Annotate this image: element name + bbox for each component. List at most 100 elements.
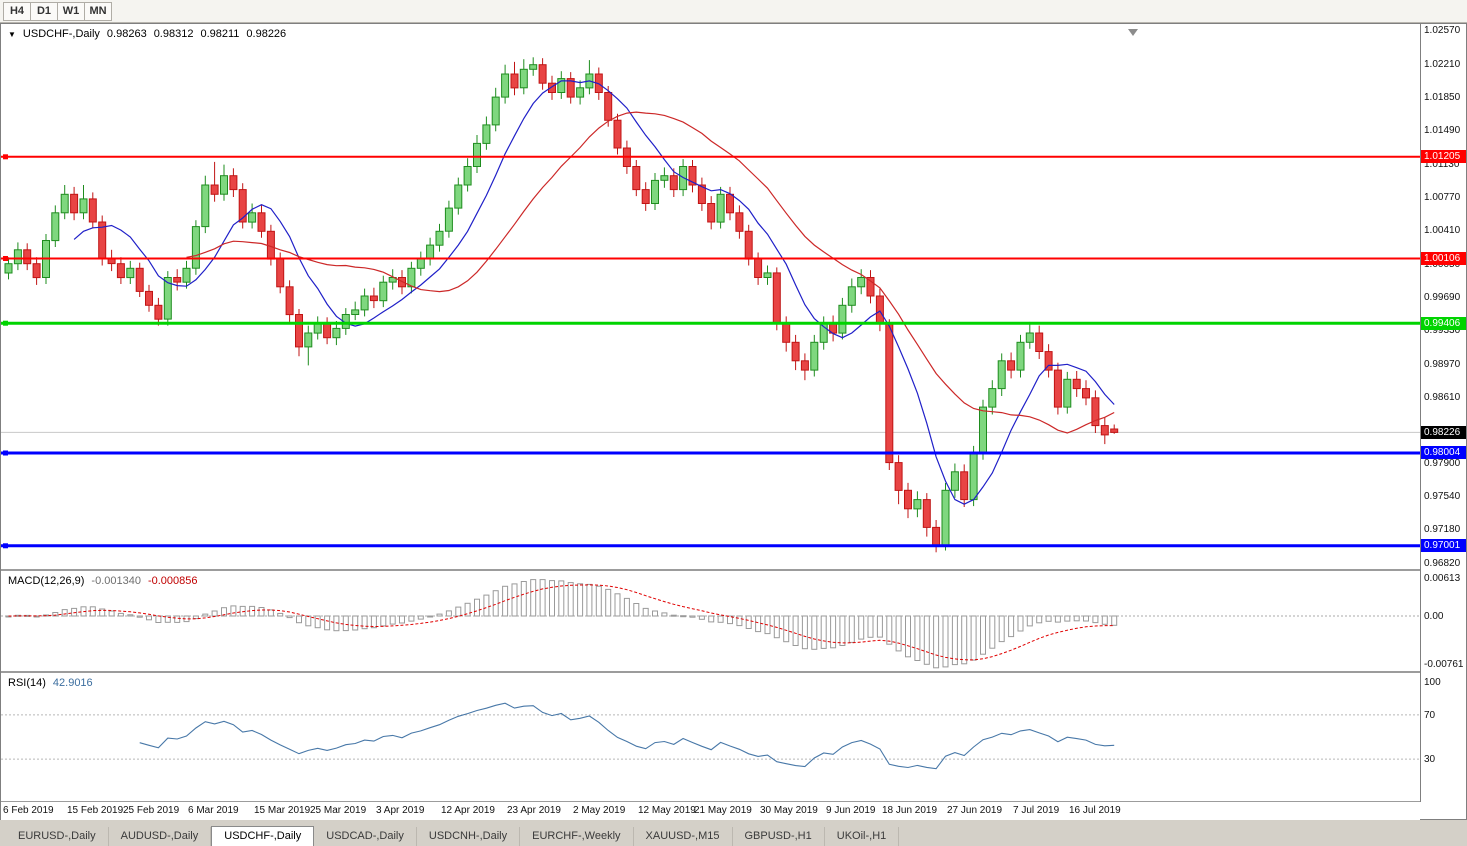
price-level-badge: 0.97001 — [1421, 539, 1466, 552]
price-axis-label: 1.00770 — [1424, 192, 1461, 203]
price-axis-label: 0.97180 — [1424, 524, 1461, 535]
ma-fast-line — [73, 80, 1115, 505]
chart-tabs-bar: EURUSD-,Daily AUDUSD-,Daily USDCHF-,Daily U… — [0, 826, 1467, 846]
date-axis[interactable]: 6 Feb 2019 15 Feb 2019 25 Feb 2019 6 Mar 20… — [1, 802, 1420, 820]
tab-usdcad-daily[interactable]: USDCAD-,Daily — [314, 827, 417, 846]
date-label: 25 Mar 2019 — [310, 805, 367, 816]
price-level-badge: 1.01205 — [1421, 150, 1466, 163]
price-axis[interactable]: 1.02570 1.02210 1.01850 1.01490 1.01130 1.007… — [1421, 24, 1466, 802]
chart-dropdown-icon[interactable]: ▼ — [8, 29, 16, 39]
rsi-axis-label: 30 — [1424, 754, 1436, 765]
macd-chart[interactable] — [1, 571, 1420, 671]
timeframe-d1-button[interactable]: D1 — [30, 1, 58, 21]
current-price-badge: 0.98226 — [1421, 426, 1466, 439]
rsi-levels — [1, 714, 1420, 760]
tab-audusd-daily[interactable]: AUDUSD-,Daily — [109, 827, 212, 846]
macd-main-value: -0.001340 — [91, 575, 141, 587]
rsi-indicator-name: RSI(14) — [8, 677, 46, 689]
price-level-badge: 0.99406 — [1421, 317, 1466, 330]
date-label: 2 May 2019 — [573, 805, 626, 816]
horizontal-level-line[interactable] — [1, 154, 1420, 160]
date-label: 21 May 2019 — [694, 805, 752, 816]
date-label: 3 Apr 2019 — [376, 805, 425, 816]
horizontal-level-line[interactable] — [1, 256, 1420, 261]
date-label: 27 Jun 2019 — [947, 805, 1003, 816]
macd-signal-line — [8, 584, 1115, 661]
rsi-axis-label: 100 — [1424, 677, 1441, 688]
date-label: 12 May 2019 — [638, 805, 696, 816]
rsi-value: 42.9016 — [52, 677, 93, 689]
price-axis-label: 1.00410 — [1424, 225, 1461, 236]
panel-separator[interactable] — [1, 569, 1466, 571]
rsi-chart[interactable] — [1, 673, 1420, 801]
tab-eurusd-daily[interactable]: EURUSD-,Daily — [6, 827, 109, 846]
panel-separator[interactable] — [1, 801, 1466, 802]
rsi-label: RSI(14) 42.9016 — [8, 677, 93, 689]
date-label: 15 Mar 2019 — [254, 805, 311, 816]
main-chart-area[interactable] — [1, 24, 1420, 569]
date-label: 12 Apr 2019 — [441, 805, 495, 816]
price-axis-label: 1.01850 — [1424, 92, 1461, 103]
price-axis-label: 0.98970 — [1424, 359, 1461, 370]
price-axis-label: 1.01490 — [1424, 125, 1461, 136]
macd-label: MACD(12,26,9) -0.001340 -0.000856 — [8, 575, 198, 587]
chart-shift-marker[interactable] — [1128, 29, 1138, 36]
tab-usdchf-daily[interactable]: USDCHF-,Daily — [211, 826, 315, 846]
chart-window[interactable]: ▼ USDCHF-,Daily 0.98263 0.98312 0.98211 … — [0, 23, 1467, 820]
axis-border — [1420, 24, 1421, 802]
price-axis-label: 1.02570 — [1424, 25, 1461, 36]
macd-signal-value: -0.000856 — [147, 575, 198, 587]
symbol-period-label: USDCHF-,Daily — [22, 28, 100, 40]
price-axis-label: 0.96820 — [1424, 558, 1461, 569]
macd-axis-label: -0.00761 — [1424, 659, 1464, 670]
macd-histogram — [5, 579, 1118, 669]
price-axis-label: 0.97900 — [1424, 458, 1461, 469]
ma-slow-line — [186, 111, 1115, 434]
date-label: 9 Jun 2019 — [826, 805, 876, 816]
date-label: 16 Jul 2019 — [1069, 805, 1121, 816]
macd-indicator-name: MACD(12,26,9) — [8, 575, 85, 587]
price-axis-label: 0.98610 — [1424, 392, 1461, 403]
chart-title: ▼ USDCHF-,Daily 0.98263 0.98312 0.98211 … — [8, 28, 286, 40]
date-label: 18 Jun 2019 — [882, 805, 938, 816]
price-axis-label: 1.02210 — [1424, 59, 1461, 70]
candlestick-chart[interactable] — [1, 24, 1420, 569]
close-value: 0.98226 — [246, 28, 287, 40]
tab-gbpusd-h1[interactable]: GBPUSD-,H1 — [733, 827, 825, 846]
date-label: 30 May 2019 — [760, 805, 818, 816]
horizontal-level-line[interactable] — [1, 450, 1420, 456]
macd-panel[interactable] — [1, 571, 1420, 671]
rsi-axis-label: 70 — [1424, 710, 1436, 721]
date-label: 23 Apr 2019 — [507, 805, 561, 816]
date-label: 6 Feb 2019 — [3, 805, 54, 816]
price-level-badge: 0.98004 — [1421, 446, 1466, 459]
high-value: 0.98312 — [153, 28, 194, 40]
rsi-panel[interactable] — [1, 673, 1420, 801]
price-axis-label: 0.97540 — [1424, 491, 1461, 502]
low-value: 0.98211 — [200, 28, 240, 40]
panel-separator[interactable] — [1, 671, 1466, 673]
date-label: 6 Mar 2019 — [188, 805, 239, 816]
open-value: 0.98263 — [106, 28, 147, 40]
price-axis-label: 1.01130 — [1424, 159, 1460, 170]
timeframe-toolbar: H4 D1 W1 MN — [0, 0, 1467, 23]
date-label: 7 Jul 2019 — [1013, 805, 1060, 816]
date-label: 25 Feb 2019 — [123, 805, 180, 816]
horizontal-level-line[interactable] — [1, 543, 1420, 549]
tab-eurchf-weekly[interactable]: EURCHF-,Weekly — [520, 827, 634, 846]
tab-usdcnh-daily[interactable]: USDCNH-,Daily — [417, 827, 521, 846]
price-axis-label: 0.99690 — [1424, 292, 1461, 303]
timeframe-h4-button[interactable]: H4 — [3, 1, 31, 21]
macd-axis-label: 0.00613 — [1424, 573, 1461, 584]
candlestick-series — [4, 57, 1119, 553]
rsi-line — [139, 702, 1115, 770]
price-axis-label: 0.99330 — [1424, 325, 1461, 336]
timeframe-w1-button[interactable]: W1 — [57, 1, 85, 21]
macd-axis-label: 0.00 — [1424, 611, 1444, 622]
tab-xauusd-m15[interactable]: XAUUSD-,M15 — [634, 827, 733, 846]
date-label: 15 Feb 2019 — [67, 805, 124, 816]
price-level-badge: 1.00106 — [1421, 252, 1466, 265]
timeframe-mn-button[interactable]: MN — [84, 1, 112, 21]
horizontal-level-line[interactable] — [1, 320, 1420, 326]
tab-ukoil-h1[interactable]: UKOil-,H1 — [825, 827, 900, 846]
